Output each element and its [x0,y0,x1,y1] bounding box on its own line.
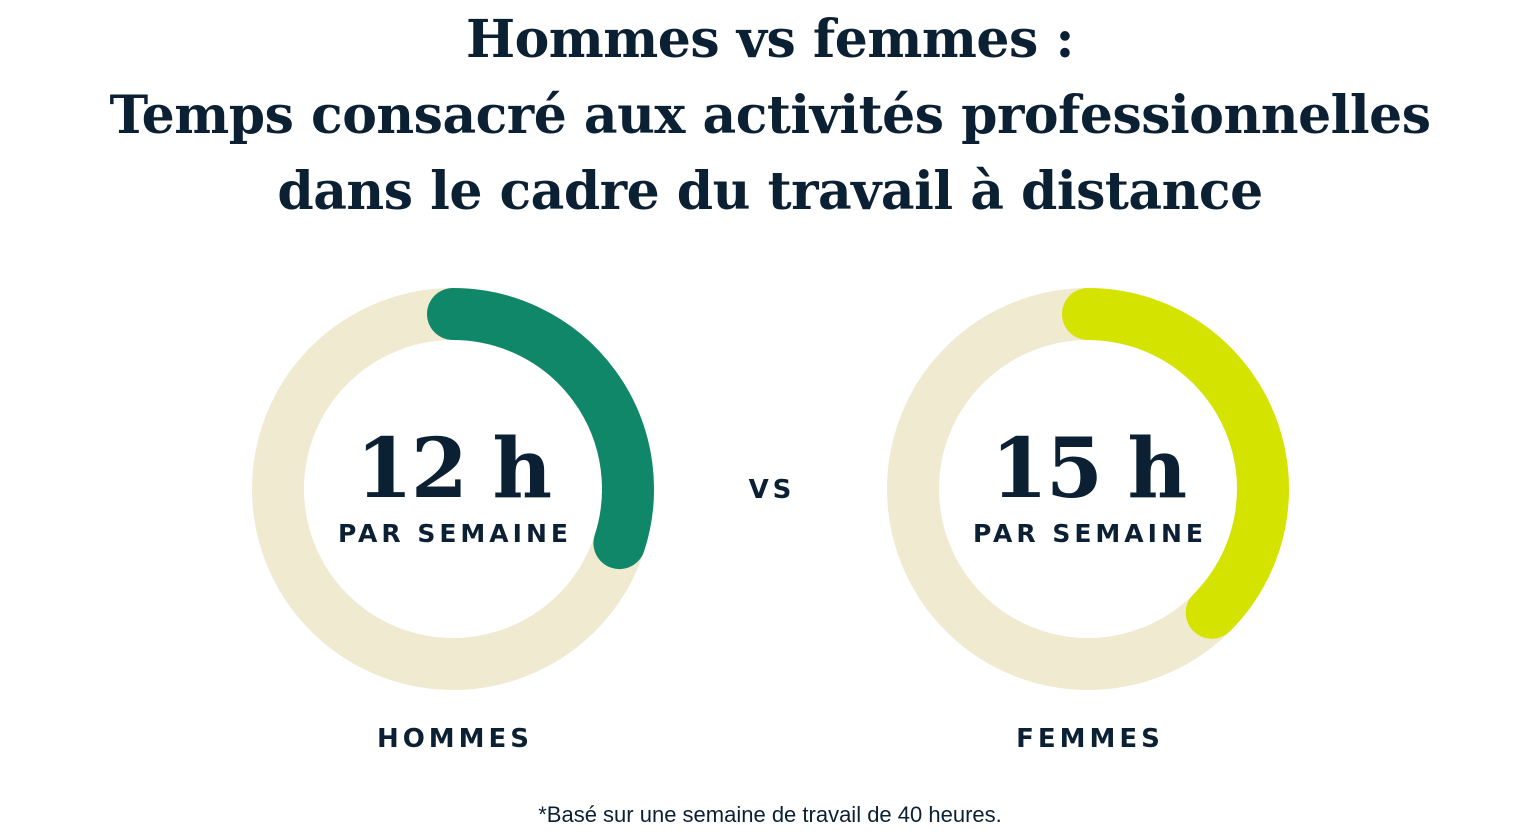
gauge-femmes: 15 h PAR SEMAINE FEMMES [887,288,1289,754]
value-label-hommes: 12 h [356,421,551,517]
gauge-arc-femmes [1062,288,1289,639]
chart-title: Hommes vs femmes : Temps consacré aux ac… [0,2,1540,230]
category-label-femmes: FEMMES [1016,724,1164,754]
title-line-1: Hommes vs femmes : [465,9,1075,70]
gauge-arc-hommes [427,288,654,570]
unit-label-femmes: PAR SEMAINE [973,519,1207,548]
unit-label-hommes: PAR SEMAINE [338,519,572,548]
category-label-hommes: HOMMES [377,724,533,754]
vs-label: VS [749,475,796,505]
title-line-2: Temps consacré aux activités professionn… [109,85,1431,146]
title-line-3: dans le cadre du travail à distance [277,161,1263,222]
gauge-hommes: 12 h PAR SEMAINE HOMMES [252,288,654,754]
footnote: *Basé sur une semaine de travail de 40 h… [538,802,1002,827]
value-label-femmes: 15 h [991,421,1186,517]
